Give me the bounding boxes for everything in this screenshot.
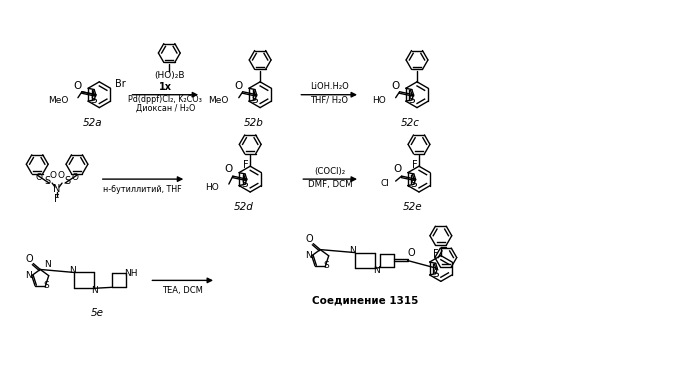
Text: 52e: 52e — [403, 202, 422, 212]
Text: O: O — [57, 171, 64, 180]
Text: Pd(dppf)Cl₂, K₂CO₃: Pd(dppf)Cl₂, K₂CO₃ — [129, 95, 202, 104]
Text: Cl: Cl — [381, 179, 389, 187]
Text: N: N — [92, 286, 98, 295]
Text: S: S — [408, 95, 415, 105]
Text: O: O — [391, 81, 400, 91]
Text: S: S — [44, 176, 50, 186]
Text: 52b: 52b — [244, 117, 264, 128]
Text: (COCl)₂: (COCl)₂ — [315, 166, 346, 176]
Text: S: S — [43, 281, 50, 290]
Text: O: O — [74, 81, 82, 91]
Text: 52c: 52c — [401, 117, 420, 128]
Text: O: O — [25, 254, 33, 263]
Text: S: S — [433, 269, 439, 279]
Text: HO: HO — [206, 182, 219, 191]
Text: LiOH.H₂O: LiOH.H₂O — [310, 82, 349, 91]
Text: O: O — [71, 173, 78, 182]
Text: O: O — [235, 81, 243, 91]
Text: F: F — [243, 160, 249, 170]
Text: н-бутиллитий, THF: н-бутиллитий, THF — [103, 184, 182, 194]
Text: S: S — [410, 179, 417, 189]
Text: THF/ H₂O: THF/ H₂O — [310, 95, 348, 104]
Text: 52a: 52a — [83, 117, 103, 128]
Text: S: S — [252, 95, 259, 105]
Text: O: O — [50, 171, 57, 180]
Text: (HO)₂B: (HO)₂B — [154, 71, 185, 81]
Text: F: F — [55, 194, 60, 204]
Text: HO: HO — [372, 96, 386, 105]
Text: N: N — [373, 266, 380, 275]
Text: N: N — [350, 246, 356, 255]
Text: Br: Br — [115, 79, 126, 89]
Text: Соединение 1315: Соединение 1315 — [312, 295, 418, 305]
Text: MeO: MeO — [48, 96, 68, 105]
Text: 5e: 5e — [90, 308, 103, 318]
Text: DMF, DCM: DMF, DCM — [308, 180, 352, 189]
Text: O: O — [305, 234, 313, 244]
Text: O: O — [36, 173, 43, 182]
Text: MeO: MeO — [208, 96, 229, 105]
Text: S: S — [242, 179, 248, 189]
Text: N: N — [70, 266, 76, 275]
Text: Диоксан / H₂O: Диоксан / H₂O — [136, 104, 195, 113]
Text: N: N — [53, 184, 61, 194]
Text: O: O — [224, 164, 233, 174]
Text: S: S — [64, 176, 70, 186]
Text: NH: NH — [124, 269, 137, 278]
Text: O: O — [394, 164, 402, 174]
Text: S: S — [324, 261, 329, 270]
Text: TEA, DCM: TEA, DCM — [161, 286, 203, 295]
Text: F: F — [433, 249, 438, 259]
Text: 1x: 1x — [159, 82, 172, 92]
Text: 52d: 52d — [234, 202, 254, 212]
Text: S: S — [91, 95, 97, 105]
Text: F: F — [412, 160, 418, 170]
Text: O: O — [408, 247, 415, 258]
Text: N: N — [25, 271, 32, 280]
Text: N: N — [44, 260, 50, 269]
Text: N: N — [305, 251, 312, 260]
